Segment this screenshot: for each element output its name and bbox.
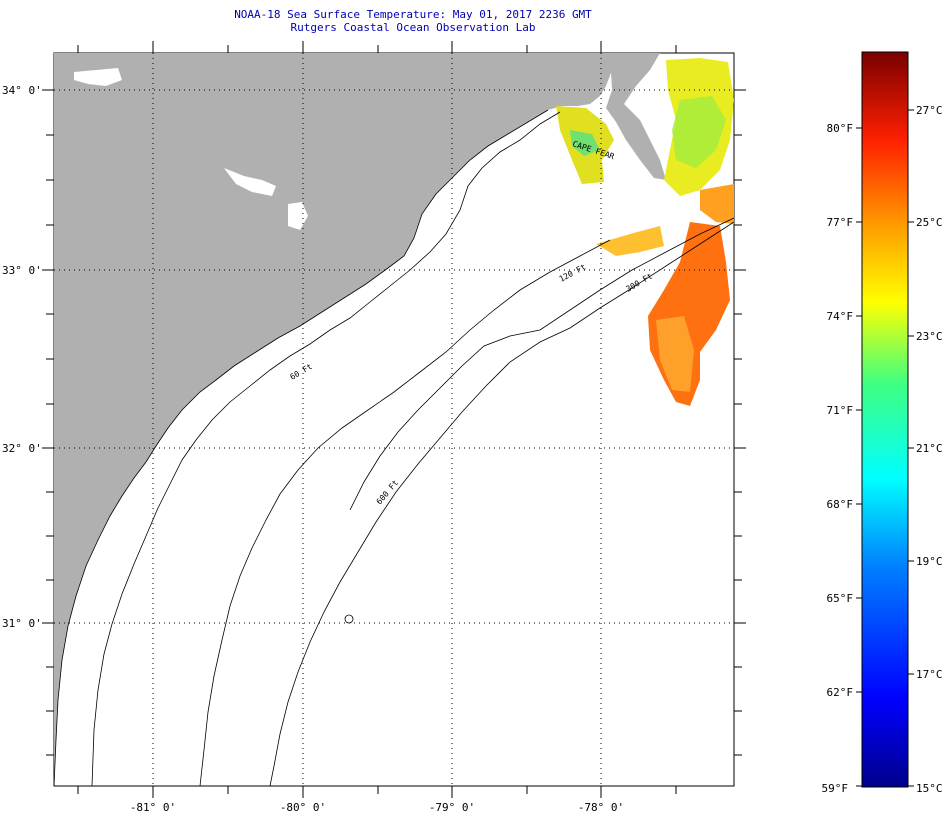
- temperature-colorbar: [861, 51, 909, 788]
- colorbar-c-23: 23°C: [916, 330, 943, 343]
- map-subtitle: Rutgers Coastal Ocean Observation Lab: [290, 21, 536, 34]
- map-title: NOAA-18 Sea Surface Temperature: May 01,…: [234, 8, 592, 21]
- lake-1: [74, 68, 122, 86]
- lat-label-34: 34° 0': [2, 84, 42, 97]
- y-ticks: [42, 89, 746, 756]
- contour-300ft: [349, 217, 734, 511]
- colorbar-f-68: 68°F: [827, 498, 854, 511]
- colorbar-c-19: 19°C: [916, 555, 943, 568]
- lake-2: [224, 168, 276, 196]
- colorbar-c-27: 27°C: [916, 104, 943, 117]
- colorbar-c-17: 17°C: [916, 668, 943, 681]
- colorbar-f-65: 65°F: [827, 592, 854, 605]
- colorbar-f-62: 62°F: [827, 686, 854, 699]
- colorbar-c-25: 25°C: [916, 216, 943, 229]
- lon-label-81: -81° 0': [130, 801, 176, 814]
- sst-patch-mid: [596, 226, 664, 256]
- colorbar-f-59: 59°F: [822, 782, 849, 795]
- sst-patch-south-light: [656, 316, 694, 392]
- colorbar-c-ticks: [908, 109, 914, 787]
- colorbar-c-15: 15°C: [916, 782, 943, 795]
- lat-label-32: 32° 0': [2, 442, 42, 455]
- contour-60ft: [91, 111, 561, 786]
- lat-label-33: 33° 0': [2, 264, 42, 277]
- sst-patch-capefear-green: [570, 130, 600, 156]
- lat-label-31: 31° 0': [2, 617, 42, 630]
- sst-patch-north-green: [672, 96, 726, 168]
- colorbar-f-77: 77°F: [827, 216, 854, 229]
- land-outer-banks: [606, 53, 666, 180]
- lon-label-78: -78° 0': [578, 801, 624, 814]
- graticule: [54, 53, 734, 786]
- coastline: [54, 109, 549, 786]
- lon-label-80: -80° 0': [280, 801, 326, 814]
- contour-120ft: [199, 239, 611, 786]
- x-ticks: [77, 41, 677, 798]
- contour-600ft: [269, 221, 734, 786]
- colorbar-f-80: 80°F: [827, 122, 854, 135]
- sst-patch-orange-top: [700, 184, 734, 224]
- colorbar-f-74: 74°F: [827, 310, 854, 323]
- lon-label-79: -79° 0': [429, 801, 475, 814]
- colorbar-f-ticks: [856, 127, 862, 787]
- colorbar-f-71: 71°F: [827, 404, 854, 417]
- land-mass: [54, 53, 612, 786]
- colorbar-c-21: 21°C: [916, 442, 943, 455]
